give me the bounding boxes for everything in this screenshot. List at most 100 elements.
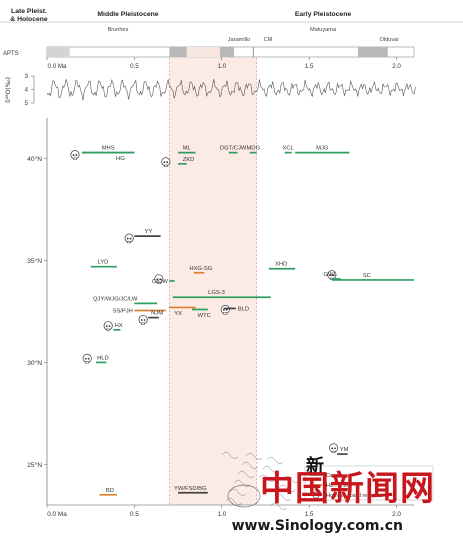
skull-eye-right-5 xyxy=(108,325,111,328)
sketch-stroke-13 xyxy=(282,475,300,483)
chron-label-1: Jaramillo xyxy=(228,37,250,43)
record-label-bld: BLD xyxy=(238,306,249,312)
legend-box xyxy=(304,465,434,501)
skull-eye-left-4 xyxy=(329,274,332,277)
y-tick-label-1: 35°N xyxy=(27,257,42,265)
hominin-skull-icon xyxy=(70,150,80,160)
skull-jaw-6 xyxy=(141,322,145,325)
skull-sketch-illustration xyxy=(221,451,300,510)
y-tick-label-0: 40°N xyxy=(27,155,42,163)
y-tick-label-2: 30°N xyxy=(27,359,42,367)
sketch-stroke-8 xyxy=(237,470,255,478)
record-label-sc: SC xyxy=(363,273,371,279)
skull-jaw-7 xyxy=(223,312,228,315)
x-tick-label-1: 0.5 xyxy=(130,511,139,518)
legend-label-2: Hominin fossil remains xyxy=(326,493,382,499)
chron-label-2: CM xyxy=(264,37,273,43)
record-label-ss-pjh: SS/PJH xyxy=(113,308,133,314)
skull-eye-left-0 xyxy=(72,154,75,156)
chron-label-4: Olduvai xyxy=(380,37,399,43)
sketch-stroke-10 xyxy=(241,461,259,469)
top-x-tick-label-0: 0.0 Ma xyxy=(48,63,67,70)
skull-cranium-1 xyxy=(161,157,171,167)
record-label-yw-fsd-bg: YW/FSD/BG xyxy=(174,486,207,492)
skull-eye-right-3 xyxy=(159,278,162,281)
skull-eye-left-6 xyxy=(140,319,143,321)
skull-eye-right-2 xyxy=(129,237,132,240)
skull-jaw-8 xyxy=(85,361,90,364)
record-label-ym: YM xyxy=(340,447,349,453)
highlight-band xyxy=(169,58,257,505)
sketch-stroke-4 xyxy=(229,488,247,496)
x-tick-label-4: 2.0 xyxy=(392,511,401,518)
d18o-tick-label-2: 5 xyxy=(25,101,29,107)
skull-eye-left-9 xyxy=(331,447,334,450)
skull-eye-left-1 xyxy=(163,161,166,164)
record-label-lgs-3: LGS-3 xyxy=(208,290,225,296)
sketch-stroke-7 xyxy=(270,502,288,510)
skull-cranium-5 xyxy=(103,321,113,331)
hominin-skull-icon xyxy=(220,304,230,315)
sketch-stroke-12 xyxy=(245,452,263,460)
skull-eye-right-7 xyxy=(225,308,228,311)
skull-cranium-2 xyxy=(124,233,134,243)
record-label-yy: YY xyxy=(144,229,152,235)
skull-eye-left-2 xyxy=(126,237,129,240)
skull-eye-right-9 xyxy=(334,447,336,450)
x-tick-label-3: 1.5 xyxy=(305,511,314,518)
hominin-skull-icon xyxy=(138,315,148,325)
record-label-xhd: XHD xyxy=(275,262,287,268)
epoch-label-0: & Holocene xyxy=(10,16,48,23)
d18o-tick-label-1: 4 xyxy=(25,88,29,94)
skull-eye-right-1 xyxy=(166,161,169,164)
chron-label-3: Matuyama xyxy=(310,27,337,33)
d18o-axis-label: δ¹⁸O(‰) xyxy=(5,77,12,103)
record-label-mdg: MDG xyxy=(246,146,260,152)
legend-label-1: Ho... ...in xyxy=(326,483,348,489)
record-label-zkd: ZKD xyxy=(183,157,195,163)
record-label-chjw: ChJW xyxy=(152,279,168,285)
record-label-mjg: MJG xyxy=(316,146,329,152)
watermark-logo-text: 中国新闻网 xyxy=(260,469,435,509)
record-label-ml: ML xyxy=(183,146,192,152)
sketch-stroke-3 xyxy=(262,465,280,473)
sketch-stroke-5 xyxy=(266,456,284,464)
legend-skull-eye-left xyxy=(314,494,316,496)
hominin-skull-icon xyxy=(329,443,339,454)
apts-segment-1 xyxy=(169,47,187,57)
sketch-skull-outline xyxy=(227,484,261,508)
record-label-yx: YX xyxy=(174,311,182,317)
hominin-skull-icon xyxy=(124,233,134,244)
record-label-lyd: LYD xyxy=(97,260,108,266)
chrono-header: Late Pleist.& Holocene Middle Pleistocene… xyxy=(0,8,463,70)
skull-jaw-1 xyxy=(163,164,168,167)
skull-cranium-8 xyxy=(82,353,92,363)
apts-label: APTS xyxy=(3,51,19,57)
skull-cranium-9 xyxy=(329,443,339,453)
top-x-tick-label-1: 0.5 xyxy=(130,63,139,70)
watermark-character: 新 xyxy=(306,456,324,477)
skull-eye-left-7 xyxy=(222,308,225,311)
y-tick-label-3: 25°N xyxy=(27,461,42,469)
sketch-stroke-0 xyxy=(221,451,239,459)
skull-jaw-3 xyxy=(156,281,161,284)
hominin-skull-icon xyxy=(103,321,113,331)
skull-eye-right-8 xyxy=(87,357,90,360)
legend-skull-eye-right xyxy=(316,494,318,496)
skull-eye-right-6 xyxy=(143,319,146,321)
skull-eye-left-3 xyxy=(156,278,159,281)
legend-skull-cranium xyxy=(312,491,320,499)
hominin-skull-icon xyxy=(82,353,92,364)
d18o-line xyxy=(46,79,416,101)
record-label-hx: HX xyxy=(115,323,123,329)
hominin-skull-icon xyxy=(154,274,164,284)
skull-jaw-2 xyxy=(127,241,131,244)
epoch-label-2: Early Pleistocene xyxy=(295,11,352,18)
skull-jaw-5 xyxy=(106,328,111,331)
skull-eye-right-4 xyxy=(332,274,335,277)
record-label-njm: NJM xyxy=(151,311,163,317)
record-label-xcl: XCL xyxy=(283,146,295,152)
top-x-tick-label-3: 1.5 xyxy=(305,63,314,70)
